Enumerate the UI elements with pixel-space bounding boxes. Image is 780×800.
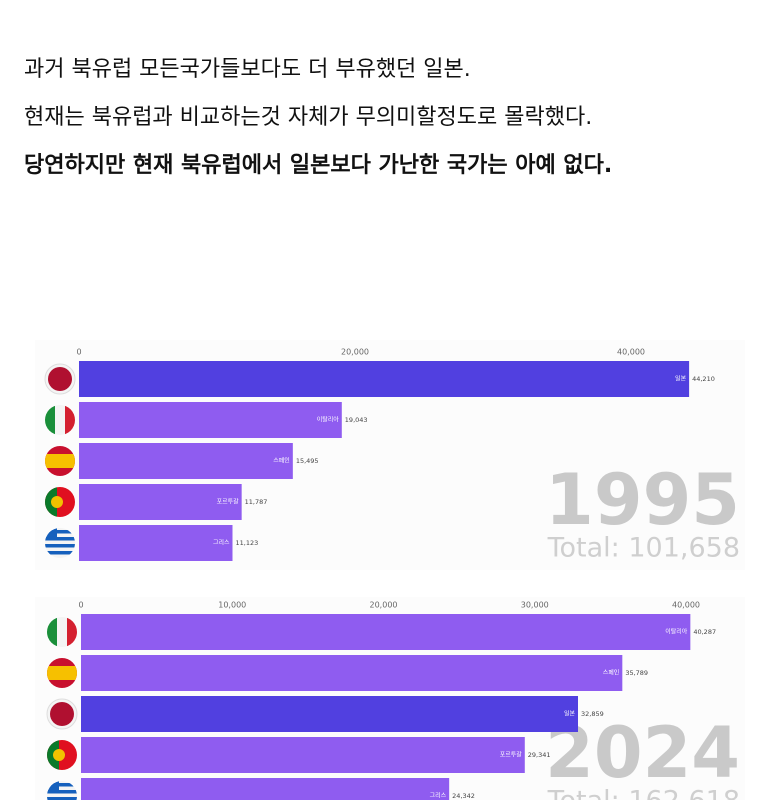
value-label: 32,859 [581,710,604,718]
year-label: 1995 [545,459,740,541]
category-label: 포르투갈 [500,751,523,759]
category-label: 스페인 [273,457,290,465]
post-line: 당연하지만 현재 북유럽에서 일본보다 가난한 국가는 아예 없다. [24,153,612,178]
total-label: Total: 162,618 [547,786,740,800]
category-label: 포르투갈 [217,498,240,506]
x-tick-label: 10,000 [218,601,246,610]
category-label: 일본 [675,375,687,383]
bar [79,484,242,520]
bar [79,443,293,479]
x-tick-label: 0 [76,348,81,357]
total-label: Total: 101,658 [547,533,740,564]
category-label: 그리스 [213,539,230,547]
bar [79,402,342,438]
category-label: 이탈리아 [665,628,688,636]
x-tick-label: 40,000 [617,348,645,357]
category-label: 일본 [564,710,576,718]
value-label: 44,210 [692,375,715,383]
bar [79,525,233,561]
x-tick-label: 40,000 [672,601,700,610]
x-tick-label: 20,000 [370,601,398,610]
category-label: 이탈리아 [317,416,340,424]
value-label: 29,341 [528,751,551,759]
value-label: 19,043 [345,416,368,424]
category-label: 스페인 [603,669,620,677]
value-label: 11,123 [236,539,259,547]
value-label: 40,287 [693,628,716,636]
x-tick-label: 0 [78,601,83,610]
category-label: 그리스 [430,792,447,800]
post-line: 과거 북유럽 모든국가들보다도 더 부유했던 일본. [24,57,471,82]
bar [81,778,450,800]
x-tick-label: 20,000 [341,348,369,357]
bar [81,655,623,691]
value-label: 24,342 [452,792,475,800]
value-label: 11,787 [245,498,268,506]
bar [81,696,579,732]
value-label: 15,495 [296,457,319,465]
value-label: 35,789 [625,669,648,677]
bar [79,361,690,397]
bar [81,614,691,650]
x-tick-label: 30,000 [521,601,549,610]
bar [81,737,525,773]
post-line: 현재는 북유럽과 비교하는것 자체가 무의미할정도로 몰락했다. [24,105,592,130]
